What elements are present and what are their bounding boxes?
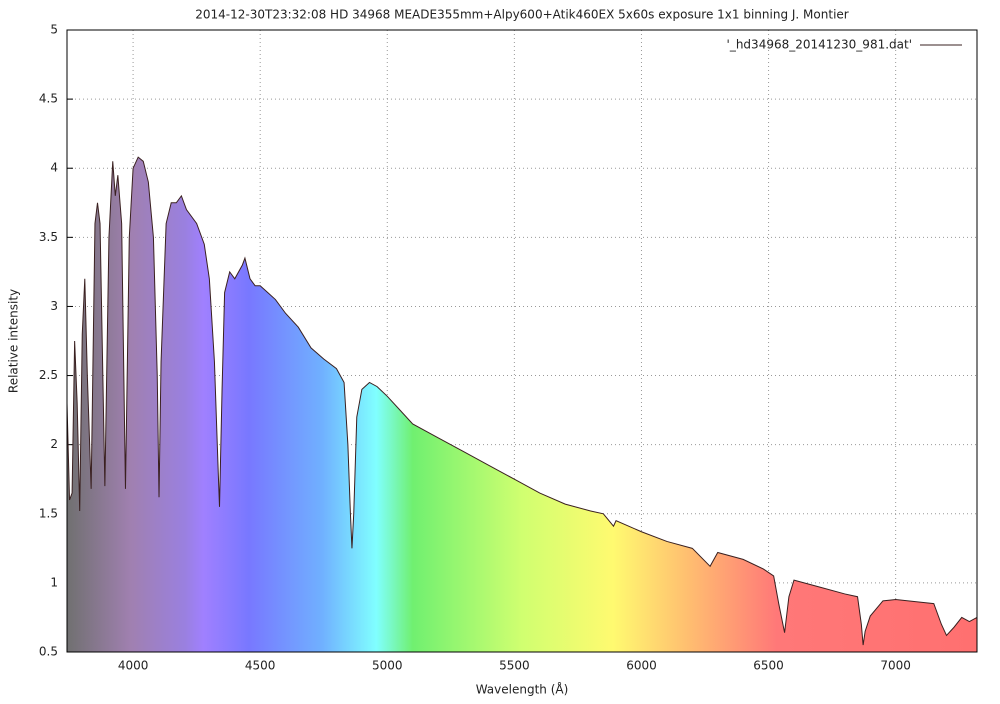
chart-title: 2014-12-30T23:32:08 HD 34968 MEADE355mm+…	[195, 8, 849, 22]
y-axis-label: Relative intensity	[7, 289, 21, 393]
y-tick-label: 4.5	[39, 92, 58, 106]
x-tick-label: 6000	[626, 659, 657, 673]
y-tick-label: 3	[50, 299, 58, 313]
legend-label: '_hd34968_20141230_981.dat'	[727, 38, 912, 52]
y-tick-label: 2.5	[39, 368, 58, 382]
y-tick-label: 4	[50, 161, 58, 175]
y-tick-label: 5	[50, 23, 58, 37]
x-axis-label: Wavelength (Å)	[476, 682, 569, 697]
spectrum-area	[67, 157, 977, 652]
x-tick-label: 6500	[753, 659, 784, 673]
y-tick-label: 1	[50, 575, 58, 589]
x-tick-label: 4500	[245, 659, 276, 673]
y-tick-label: 3.5	[39, 230, 58, 244]
y-tick-label: 0.5	[39, 645, 58, 659]
x-tick-label: 7000	[880, 659, 911, 673]
spectrum-line	[66, 156, 978, 646]
y-tick-label: 1.5	[39, 506, 58, 520]
plot-frame	[66, 29, 978, 653]
x-tick-label: 5000	[372, 659, 403, 673]
y-tick-label: 2	[50, 437, 58, 451]
x-tick-label: 4000	[118, 659, 149, 673]
x-tick-label: 5500	[499, 659, 530, 673]
